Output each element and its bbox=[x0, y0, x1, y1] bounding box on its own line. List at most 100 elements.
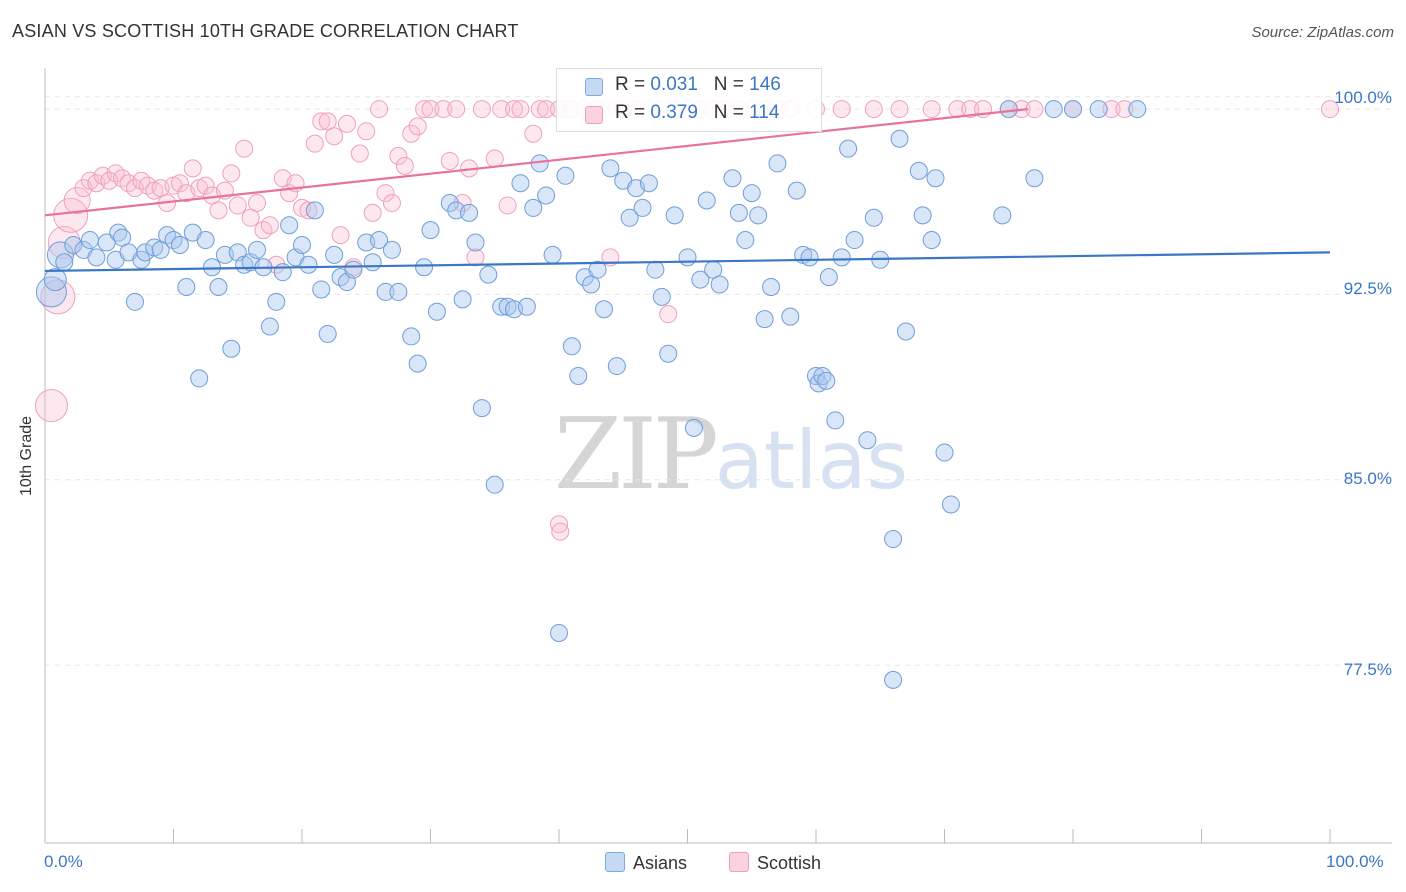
data-point bbox=[755, 310, 774, 329]
data-point bbox=[639, 174, 658, 193]
data-point bbox=[395, 156, 414, 175]
data-point bbox=[697, 191, 716, 210]
data-point bbox=[993, 206, 1012, 225]
data-point bbox=[183, 159, 202, 178]
y-tick-label: 77.5% bbox=[1343, 660, 1392, 679]
trend-line-scottish bbox=[44, 107, 1029, 217]
data-point bbox=[331, 226, 350, 245]
data-point bbox=[312, 112, 331, 131]
legend-swatch-asians bbox=[585, 78, 603, 96]
data-point bbox=[556, 166, 575, 185]
legend-r-label: R = bbox=[615, 102, 651, 123]
data-point bbox=[472, 100, 491, 119]
data-point bbox=[817, 371, 836, 390]
y-tick-label: 85.0% bbox=[1343, 469, 1392, 488]
bottom-legend-scottish[interactable]: Scottish bbox=[729, 852, 821, 874]
data-point bbox=[1128, 100, 1147, 119]
data-point bbox=[1089, 100, 1108, 119]
data-point bbox=[562, 337, 581, 356]
bottom-legend-swatch bbox=[605, 852, 625, 872]
data-point bbox=[588, 260, 607, 279]
bottom-legend-asians[interactable]: Asians bbox=[605, 852, 687, 874]
data-point bbox=[742, 184, 761, 203]
data-point bbox=[151, 240, 170, 259]
data-point bbox=[941, 495, 960, 514]
legend-n-value: 114 bbox=[749, 102, 780, 123]
data-point bbox=[999, 100, 1018, 119]
watermark-atlas: atlas bbox=[714, 414, 909, 507]
data-point bbox=[170, 174, 189, 193]
data-point bbox=[659, 344, 678, 363]
data-point bbox=[190, 369, 209, 388]
data-point bbox=[1044, 100, 1063, 119]
data-point bbox=[524, 124, 543, 143]
data-point bbox=[453, 193, 472, 212]
data-point bbox=[961, 100, 980, 119]
data-point bbox=[517, 297, 536, 316]
data-point bbox=[196, 176, 215, 195]
data-point bbox=[1115, 100, 1134, 119]
legend-swatch-scottish bbox=[585, 106, 603, 124]
data-point bbox=[408, 354, 427, 373]
data-point bbox=[241, 208, 260, 227]
data-point bbox=[203, 258, 222, 277]
data-point bbox=[136, 243, 155, 262]
data-point bbox=[787, 181, 806, 200]
data-point bbox=[762, 277, 781, 296]
data-point bbox=[408, 117, 427, 136]
data-point bbox=[460, 203, 479, 222]
data-point bbox=[511, 174, 530, 193]
data-point bbox=[550, 515, 568, 534]
data-point bbox=[63, 187, 91, 214]
data-point bbox=[896, 322, 915, 341]
data-point bbox=[524, 198, 543, 217]
data-point bbox=[209, 201, 228, 220]
data-point bbox=[299, 255, 318, 274]
data-point bbox=[485, 475, 504, 494]
data-point bbox=[228, 196, 247, 215]
data-point bbox=[370, 100, 389, 119]
data-point bbox=[318, 324, 337, 343]
data-point bbox=[678, 248, 697, 267]
data-point bbox=[196, 231, 215, 250]
data-point bbox=[691, 270, 710, 289]
data-point bbox=[472, 399, 491, 418]
data-point bbox=[325, 245, 344, 264]
data-point bbox=[665, 206, 684, 225]
axes bbox=[44, 68, 1392, 844]
data-point bbox=[248, 240, 267, 259]
data-point bbox=[280, 216, 299, 235]
bottom-legend-swatch bbox=[729, 852, 749, 872]
trend-lines bbox=[44, 107, 1331, 273]
data-point bbox=[305, 134, 324, 153]
data-point bbox=[926, 169, 945, 188]
data-point bbox=[350, 144, 369, 163]
data-point bbox=[1064, 100, 1082, 119]
data-point bbox=[222, 339, 241, 358]
data-point bbox=[864, 208, 883, 227]
data-point bbox=[511, 100, 530, 119]
data-point bbox=[537, 100, 556, 119]
data-point bbox=[781, 307, 800, 326]
watermark-zip: ZIP bbox=[554, 398, 719, 512]
bottom-legend-label: Asians bbox=[633, 853, 688, 873]
data-point bbox=[479, 265, 498, 284]
data-point bbox=[659, 305, 678, 324]
data-point bbox=[43, 268, 67, 292]
data-point bbox=[800, 248, 819, 267]
data-point bbox=[35, 276, 67, 308]
source-label: Source: ZipAtlas.com bbox=[1251, 24, 1394, 41]
data-point bbox=[273, 263, 292, 282]
data-point bbox=[382, 240, 401, 259]
data-point bbox=[530, 100, 549, 119]
data-point bbox=[909, 161, 928, 180]
data-point bbox=[913, 206, 932, 225]
data-point bbox=[170, 235, 189, 254]
data-point bbox=[421, 221, 440, 240]
data-point bbox=[710, 275, 729, 294]
chart-title: ASIAN VS SCOTTISH 10TH GRADE CORRELATION… bbox=[12, 21, 519, 41]
y-axis-label: 10th Grade bbox=[18, 415, 35, 497]
data-point bbox=[922, 100, 941, 119]
data-point bbox=[832, 248, 851, 267]
scottish-points bbox=[34, 100, 1339, 541]
